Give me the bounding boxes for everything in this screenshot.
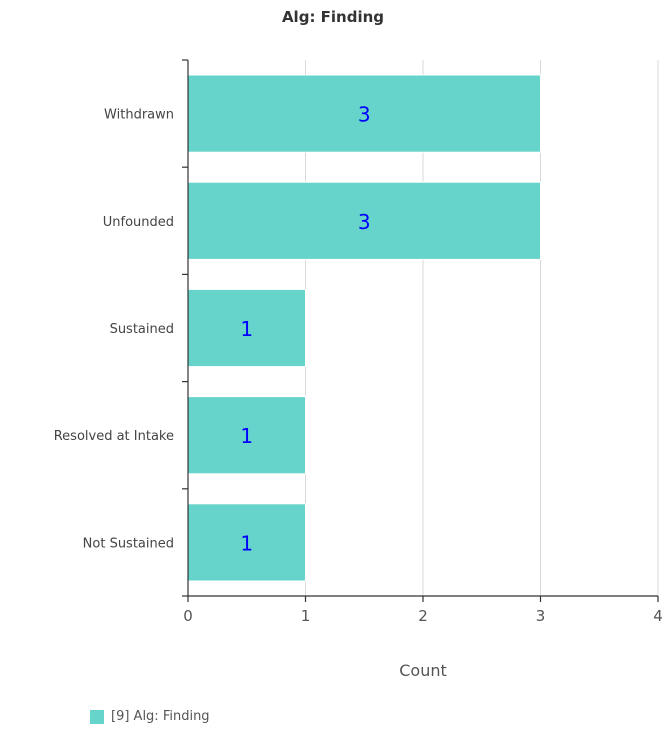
category-label: Not Sustained (83, 536, 174, 551)
x-tick-label: 0 (183, 607, 193, 625)
legend-label: [9] Alg: Finding (111, 709, 210, 724)
data-label: 3 (358, 210, 371, 234)
category-label: Unfounded (103, 215, 174, 230)
x-tick-label: 1 (301, 607, 311, 625)
data-labels: 3 3 1 1 1 (240, 103, 370, 556)
data-label: 1 (240, 424, 253, 448)
bars (187, 74, 541, 582)
category-label: Withdrawn (104, 108, 174, 123)
chart-title: Alg: Finding (281, 8, 385, 26)
x-tick-labels: 0 1 2 3 4 (183, 607, 663, 625)
x-tick-label: 2 (418, 607, 428, 625)
data-label: 3 (358, 103, 371, 127)
data-label: 1 (240, 317, 253, 341)
category-labels: Withdrawn Unfounded Sustained Resolved at I… (54, 108, 174, 552)
bar (187, 74, 541, 153)
x-axis-label: Count (399, 661, 447, 680)
bar (187, 503, 306, 582)
category-label: Sustained (110, 322, 174, 337)
category-label: Resolved at Intake (54, 429, 174, 444)
x-tick-label: 3 (536, 607, 546, 625)
legend-swatch (90, 709, 104, 724)
legend[interactable]: [9] Alg: Finding (90, 709, 210, 724)
axes (182, 59, 659, 602)
x-tick-label: 4 (653, 607, 663, 625)
bar (187, 181, 541, 260)
data-label: 1 (240, 531, 253, 555)
